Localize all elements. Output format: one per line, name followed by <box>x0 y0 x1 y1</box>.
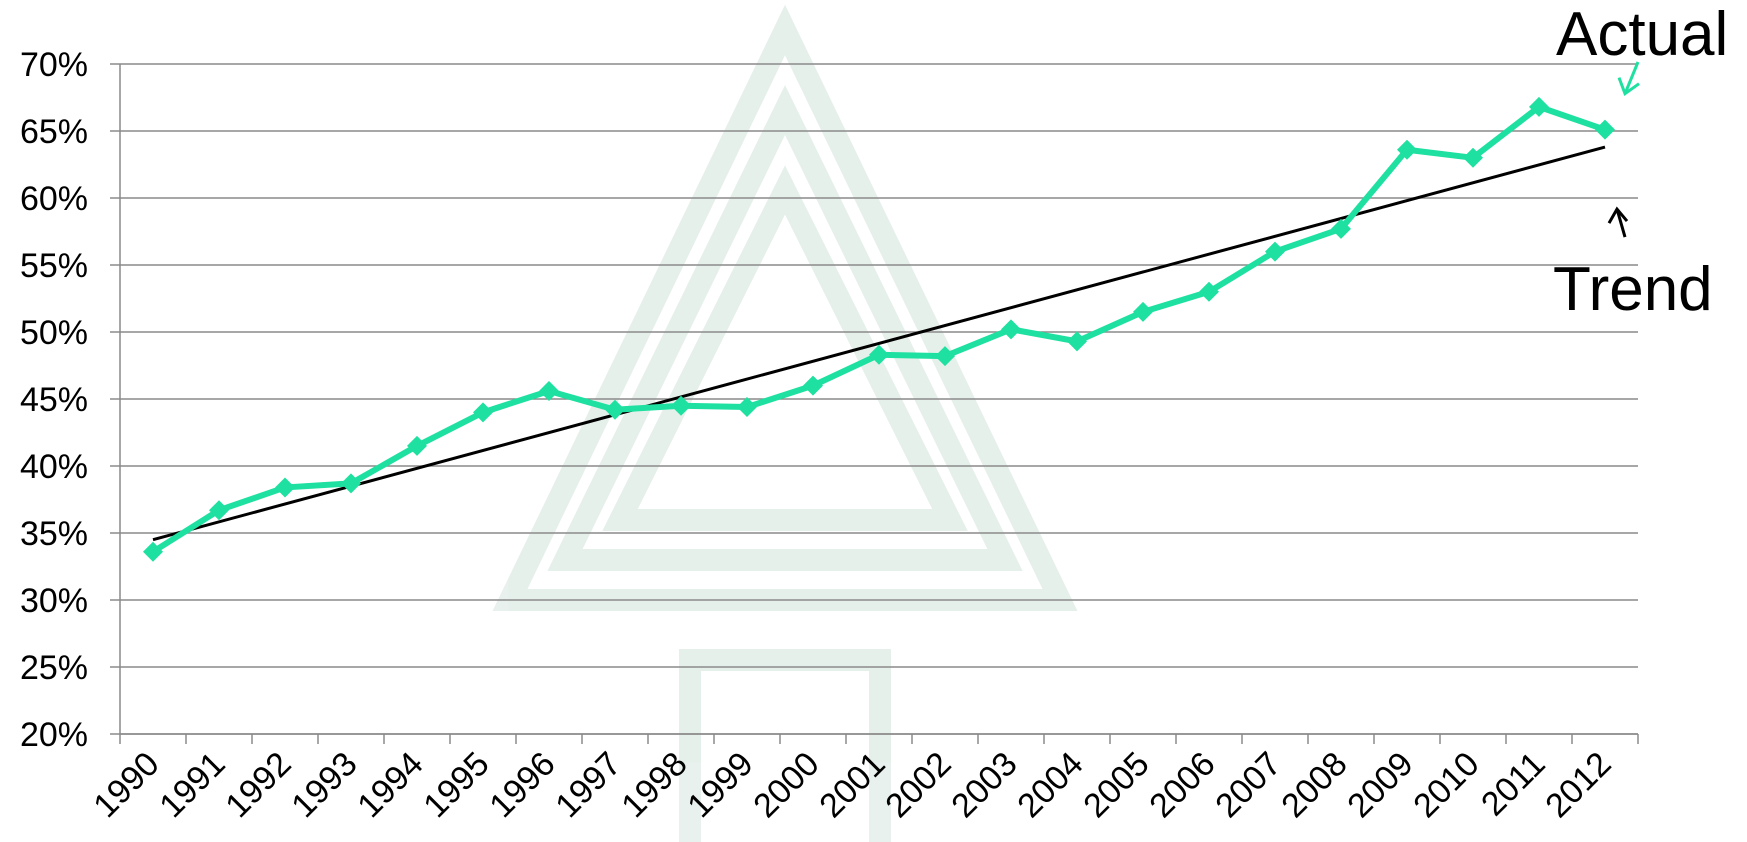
y-tick-label: 30% <box>20 582 88 620</box>
y-axis-ticks: 70% 65% 60% 55% 50% 45% 40% 35% 30% 25% 20% <box>20 46 120 754</box>
x-tick-label: 2006 <box>1142 745 1222 825</box>
actual-point <box>935 346 955 367</box>
actual-point <box>341 473 361 494</box>
annotations: Actual Trend <box>1553 0 1728 324</box>
y-tick-label: 70% <box>20 46 88 84</box>
trend-series <box>152 145 1606 542</box>
x-tick-label: 2010 <box>1406 745 1486 825</box>
actual-callout-label: Actual <box>1556 0 1728 69</box>
x-axis-ticks: 1990199119921993199419951996199719981999… <box>86 734 1639 825</box>
x-tick-label: 2000 <box>746 745 826 825</box>
actual-series <box>143 96 1615 562</box>
y-tick-label: 55% <box>20 247 88 285</box>
actual-arrow <box>1623 61 1640 95</box>
x-tick-label: 1996 <box>482 745 562 825</box>
actual-point <box>209 500 229 521</box>
actual-point <box>1463 147 1483 168</box>
actual-point <box>737 397 757 418</box>
actual-arrowhead <box>1617 77 1640 97</box>
x-tick-label: 2009 <box>1340 745 1420 825</box>
actual-point <box>1265 241 1285 262</box>
actual-point <box>869 344 889 365</box>
actual-point <box>407 435 427 456</box>
actual-point <box>275 477 295 498</box>
x-tick-label: 2008 <box>1274 745 1354 825</box>
y-tick-label: 40% <box>20 448 88 486</box>
x-tick-label: 2004 <box>1010 745 1090 825</box>
x-tick-label: 1997 <box>548 745 628 825</box>
actual-point <box>1133 301 1153 322</box>
actual-line <box>151 103 1606 555</box>
x-tick-label: 1990 <box>86 745 166 825</box>
y-tick-label: 60% <box>20 180 88 218</box>
gridlines <box>120 63 1638 735</box>
trend-arrow <box>1615 208 1627 238</box>
x-tick-label: 1991 <box>152 745 232 825</box>
actual-point <box>1595 119 1615 140</box>
x-tick-label: 1993 <box>284 745 364 825</box>
y-tick-label: 20% <box>20 716 88 754</box>
y-tick-label: 25% <box>20 649 88 687</box>
actual-point <box>473 402 493 423</box>
y-tick-label: 50% <box>20 314 88 352</box>
actual-point <box>1397 139 1417 160</box>
y-tick-label: 35% <box>20 515 88 553</box>
actual-point <box>671 395 691 416</box>
actual-point <box>1199 281 1219 302</box>
actual-point <box>143 541 163 562</box>
trend-line <box>152 145 1606 542</box>
actual-point <box>803 375 823 396</box>
x-tick-label: 2011 <box>1474 745 1553 824</box>
x-tick-label: 1992 <box>218 745 298 825</box>
actual-point <box>1529 96 1549 117</box>
actual-point <box>1331 218 1351 239</box>
actual-point <box>1067 331 1087 352</box>
x-tick-label: 2003 <box>944 745 1024 825</box>
actual-point <box>605 399 625 420</box>
x-tick-label: 2012 <box>1538 745 1618 825</box>
actual-point <box>1001 319 1021 340</box>
x-tick-label: 2007 <box>1208 745 1288 825</box>
trend-callout-label: Trend <box>1553 255 1713 324</box>
trend-arrowhead <box>1607 206 1629 224</box>
actual-point <box>539 380 559 401</box>
x-tick-label: 1994 <box>350 745 430 825</box>
watermark <box>492 4 1078 842</box>
y-tick-label: 45% <box>20 381 88 419</box>
x-tick-label: 1995 <box>416 745 496 825</box>
x-tick-label: 2005 <box>1076 745 1156 825</box>
y-tick-label: 65% <box>20 113 88 151</box>
